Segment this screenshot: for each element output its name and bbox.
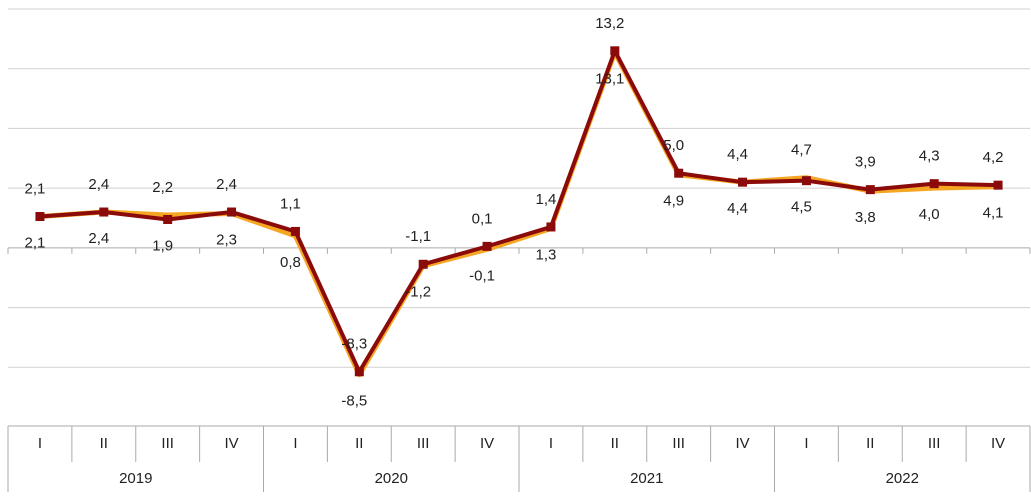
data-label: 4,4 <box>727 200 748 217</box>
marker <box>354 367 364 377</box>
marker <box>674 168 684 178</box>
marker <box>418 259 428 269</box>
x-tick-label: III <box>417 435 430 452</box>
data-label: 13,1 <box>595 70 624 87</box>
data-label: 2,1 <box>25 234 46 251</box>
data-label: 4,1 <box>983 205 1004 222</box>
marker <box>993 180 1003 190</box>
data-label: -1,1 <box>405 228 431 245</box>
marker <box>227 207 237 217</box>
year-label: 2019 <box>119 470 152 487</box>
data-label: 2,2 <box>152 179 173 196</box>
marker <box>35 212 45 222</box>
x-tick-label: III <box>672 435 685 452</box>
data-label: 4,2 <box>983 149 1004 166</box>
data-label: 1,3 <box>536 246 557 263</box>
data-label: 4,3 <box>919 148 940 165</box>
data-label: 1,4 <box>536 191 557 208</box>
data-label: 2,3 <box>216 231 237 248</box>
marker <box>929 179 939 189</box>
marker <box>163 214 173 224</box>
data-label: -8,3 <box>341 336 367 353</box>
year-label: 2022 <box>886 470 919 487</box>
data-label: 1,1 <box>280 195 301 212</box>
year-label: 2021 <box>630 470 663 487</box>
data-label: 3,9 <box>855 154 876 171</box>
marker <box>99 207 109 217</box>
x-tick-label: I <box>549 435 553 452</box>
data-label: 4,9 <box>663 193 684 210</box>
x-tick-label: III <box>161 435 174 452</box>
x-tick-label: II <box>355 435 363 452</box>
x-tick-label: IV <box>224 435 238 452</box>
marker <box>738 177 748 187</box>
data-label: 5,0 <box>663 137 684 154</box>
data-label: 2,1 <box>25 180 46 197</box>
marker <box>801 176 811 186</box>
data-label: 2,4 <box>216 176 237 193</box>
x-tick-label: I <box>804 435 808 452</box>
data-label: 2,4 <box>88 176 109 193</box>
x-tick-label: IV <box>480 435 494 452</box>
x-tick-label: IV <box>991 435 1005 452</box>
x-tick-label: II <box>100 435 108 452</box>
data-label: 1,9 <box>152 237 173 254</box>
data-label: 4,0 <box>919 206 940 223</box>
data-label: 13,2 <box>595 15 624 32</box>
x-tick-label: I <box>293 435 297 452</box>
marker <box>482 241 492 251</box>
marker <box>610 46 620 56</box>
data-label: 0,8 <box>280 254 301 271</box>
data-label: -1,2 <box>405 284 431 301</box>
data-label: 4,4 <box>727 146 748 163</box>
marker <box>290 226 300 236</box>
x-tick-label: I <box>38 435 42 452</box>
data-label: 4,7 <box>791 142 812 159</box>
year-label: 2020 <box>375 470 408 487</box>
series-line <box>39 48 999 374</box>
x-tick-label: IV <box>735 435 749 452</box>
data-label: -0,1 <box>469 267 495 284</box>
data-label: 4,5 <box>791 199 812 216</box>
data-label: -8,5 <box>341 393 367 410</box>
x-tick-label: III <box>928 435 941 452</box>
x-tick-label: II <box>611 435 619 452</box>
data-label: 2,4 <box>88 230 109 247</box>
x-tick-label: II <box>866 435 874 452</box>
data-label: 3,8 <box>855 209 876 226</box>
marker <box>546 222 556 232</box>
data-label: 0,1 <box>472 210 493 227</box>
marker <box>865 185 875 195</box>
